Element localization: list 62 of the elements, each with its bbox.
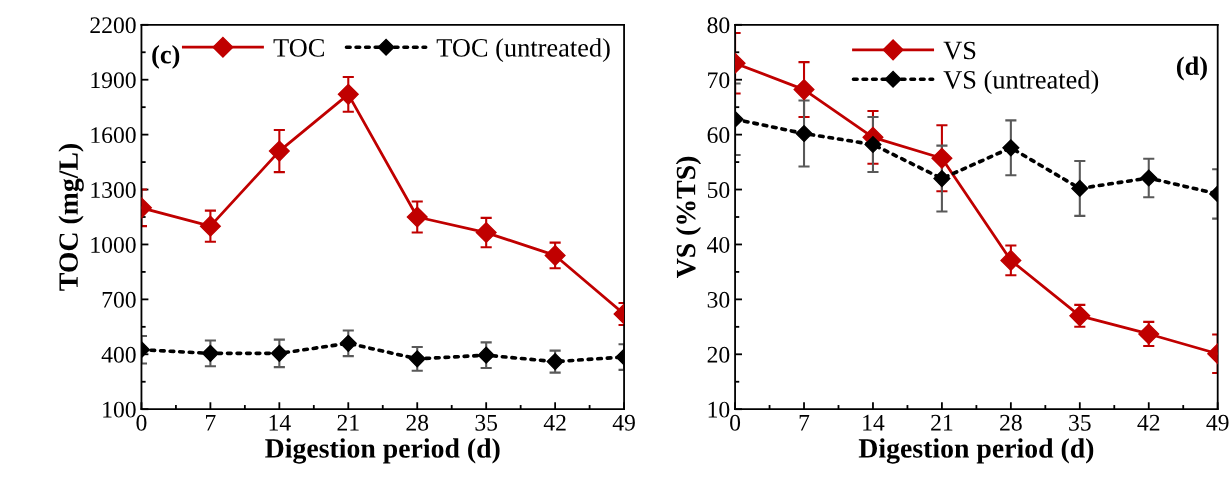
legend-label: VS xyxy=(943,41,976,60)
x-tick-label: 28 xyxy=(406,414,429,431)
point xyxy=(795,124,813,143)
x-tick-label: 14 xyxy=(269,414,291,431)
x-tick-label: 7 xyxy=(206,414,216,431)
x-axis-title: Digestion period (d) xyxy=(265,438,500,464)
point xyxy=(1002,139,1020,157)
y-tick-label: 100 xyxy=(103,401,136,418)
y-axis-title: TOC (mg/L) xyxy=(58,144,84,291)
x-tick-label: 35 xyxy=(1069,414,1091,431)
point xyxy=(1140,169,1158,187)
x-tick-label: 49 xyxy=(1206,414,1229,431)
point xyxy=(546,353,564,371)
point xyxy=(199,215,221,237)
annotation: (c) xyxy=(152,44,180,69)
x-tick-label: 49 xyxy=(612,414,635,431)
x-tick-label: 28 xyxy=(1000,414,1022,431)
y-tick-label: 50 xyxy=(707,182,730,198)
y-tick-label: 400 xyxy=(101,346,136,363)
x-tick-label: 35 xyxy=(475,414,498,431)
x-tick-label: 42 xyxy=(1137,414,1160,431)
point xyxy=(1071,179,1089,197)
point xyxy=(270,344,288,362)
y-tick-label: 60 xyxy=(707,127,730,144)
point xyxy=(933,170,951,188)
y-tick-label: 80 xyxy=(707,17,730,34)
y-tick-label: 1300 xyxy=(91,182,136,198)
legend-label: TOC xyxy=(273,38,324,57)
y-tick-label: 10 xyxy=(708,401,730,418)
legend-label: TOC (untreated) xyxy=(436,38,610,63)
point xyxy=(477,346,495,364)
y-axis-title: VS (%TS) xyxy=(675,156,702,279)
y-tick-label: 70 xyxy=(708,72,730,89)
point xyxy=(1000,249,1022,271)
y-tick-label: 1000 xyxy=(91,236,136,253)
annotation: (d) xyxy=(1176,56,1207,81)
y-tick-label: 30 xyxy=(707,291,730,308)
point xyxy=(793,79,815,101)
point xyxy=(475,222,497,244)
point xyxy=(864,135,882,154)
y-tick-label: 40 xyxy=(707,236,730,253)
point xyxy=(406,206,428,228)
point xyxy=(268,140,290,162)
x-tick-label: 7 xyxy=(799,414,810,431)
x-tick-label: 42 xyxy=(543,414,566,431)
point xyxy=(339,334,357,352)
y-tick-label: 1600 xyxy=(91,127,136,144)
y-tick-label: 2200 xyxy=(90,17,136,34)
x-tick-label: 21 xyxy=(931,414,953,431)
y-tick-label: 700 xyxy=(102,291,136,308)
legend-label: VS (untreated) xyxy=(943,70,1099,95)
x-axis-title: Digestion period (d) xyxy=(858,438,1094,464)
x-tick-label: 21 xyxy=(337,414,359,431)
point xyxy=(408,350,426,368)
y-tick-label: 1900 xyxy=(91,72,136,89)
y-tick-label: 20 xyxy=(707,346,730,363)
x-tick-label: 14 xyxy=(863,414,885,431)
point xyxy=(201,344,219,362)
x-tick-label: 0 xyxy=(730,414,741,431)
point xyxy=(337,83,359,105)
point xyxy=(931,147,953,169)
x-tick-label: 0 xyxy=(136,414,147,431)
